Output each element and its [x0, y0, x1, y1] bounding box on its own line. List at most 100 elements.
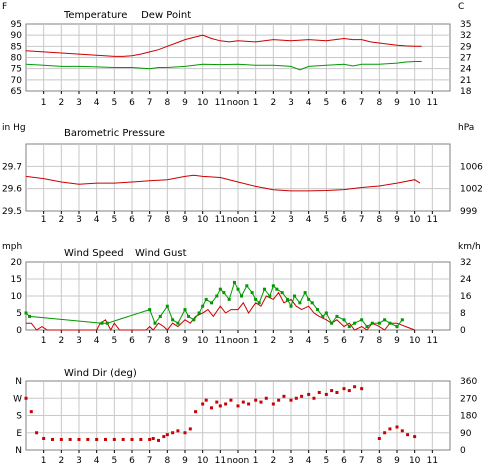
x-tick-label: 2: [58, 336, 64, 346]
x-tick-label: 4: [306, 456, 312, 466]
x-tick-label: 11: [427, 98, 438, 108]
x-tick-label: 5: [323, 98, 329, 108]
gust-point: [201, 304, 205, 308]
data-point: [112, 437, 116, 441]
x-tick-label: 2: [270, 336, 276, 346]
x-tick-label: 6: [129, 336, 135, 346]
x-tick-label: 3: [76, 215, 82, 225]
gust-point: [347, 325, 351, 329]
x-tick-label: 8: [164, 215, 170, 225]
gust-point: [222, 291, 226, 295]
chart-title-part: Wind Dir (deg): [64, 368, 137, 379]
x-tick-label: 10: [409, 456, 421, 466]
x-tick-label: 11: [215, 456, 226, 466]
x-tick-label: 3: [76, 456, 82, 466]
y-tick-label-right: 90: [460, 429, 472, 439]
data-point: [176, 429, 180, 433]
data-point: [360, 387, 364, 391]
y-tick-label-right: 8: [460, 309, 466, 319]
y-tick-label-right: 0: [460, 326, 466, 336]
y-tick-label-right: 16: [460, 292, 472, 302]
x-tick-label: 1: [41, 456, 47, 466]
gust-point: [105, 321, 109, 325]
gust-point: [289, 304, 293, 308]
y-tick-label-left: N: [15, 446, 22, 456]
gust-point: [365, 325, 369, 329]
y-tick-label-left: 29.5: [2, 207, 22, 217]
x-tick-label: 1: [41, 336, 47, 346]
data-point: [324, 392, 328, 396]
chart-title-part: Temperature: [63, 10, 127, 21]
left-unit-label: F: [2, 2, 7, 12]
data-point: [347, 389, 351, 393]
y-tick-label-left: 5: [16, 309, 22, 319]
x-tick-label: 4: [306, 215, 312, 225]
data-point: [104, 437, 107, 441]
data-point: [342, 387, 346, 391]
gust-point: [227, 297, 231, 301]
x-tick-label: 10: [197, 456, 209, 466]
gust-point: [254, 297, 258, 301]
data-point: [171, 431, 175, 435]
gust-point: [183, 308, 187, 312]
data-point: [86, 437, 90, 441]
gust-point: [395, 325, 399, 329]
gust-point: [342, 318, 346, 322]
x-tick-label: 3: [288, 98, 294, 108]
gust-point: [377, 321, 381, 325]
y-tick-label-left: 85: [11, 42, 22, 52]
y-tick-label-left: 29.6: [2, 185, 22, 195]
x-tick-label: 8: [376, 456, 382, 466]
x-tick-label: 11: [427, 336, 438, 346]
left-unit-label: in Hg: [2, 123, 26, 133]
gust-point: [245, 284, 249, 288]
x-tick-label: 5: [323, 336, 329, 346]
x-tick-label: 9: [394, 456, 400, 466]
gust-point: [298, 301, 302, 305]
x-tick-label: 6: [129, 215, 135, 225]
x-tick-label: 11: [215, 215, 226, 225]
gust-point: [303, 291, 307, 295]
data-point: [148, 437, 152, 441]
data-point: [201, 402, 205, 406]
data-point: [377, 437, 381, 440]
data-point: [130, 437, 134, 441]
data-point: [388, 427, 392, 431]
x-tick-label: 11: [427, 215, 438, 225]
x-tick-label: 5: [323, 456, 329, 466]
x-tick-label: 4: [94, 456, 100, 466]
x-tick-label: 5: [323, 215, 329, 225]
y-tick-label-left: 90: [11, 31, 23, 41]
x-tick-label: 8: [164, 336, 170, 346]
x-tick-label: 9: [182, 456, 188, 466]
x-tick-label: noon: [227, 336, 249, 346]
x-tick-label: noon: [227, 98, 249, 108]
data-point: [95, 437, 99, 441]
x-tick-label: 4: [306, 336, 312, 346]
x-tick-label: 1: [253, 98, 259, 108]
x-tick-label: 5: [111, 456, 117, 466]
y-tick-label-right: 35: [460, 20, 471, 30]
series-line-temperature: [25, 34, 422, 57]
x-tick-label: 1: [253, 456, 259, 466]
x-tick-label: 9: [394, 215, 400, 225]
x-tick-label: 1: [41, 215, 47, 225]
gust-point: [268, 294, 272, 298]
y-tick-label-right: 29: [460, 42, 472, 52]
x-tick-label: 11: [215, 336, 226, 346]
right-unit-label: C: [458, 2, 464, 12]
data-point: [294, 396, 298, 400]
y-tick-label-left: 20: [11, 258, 23, 268]
gust-point: [232, 280, 236, 284]
x-tick-label: 3: [288, 456, 294, 466]
x-tick-label: 6: [129, 456, 135, 466]
x-tick-label: 2: [270, 456, 276, 466]
gust-point: [158, 314, 162, 318]
series-line-wind-speed: [26, 291, 415, 332]
x-tick-label: 10: [197, 336, 209, 346]
x-tick-label: 6: [341, 98, 347, 108]
x-tick-label: 11: [427, 456, 438, 466]
x-tick-label: 7: [147, 215, 153, 225]
gust-point: [100, 321, 104, 325]
